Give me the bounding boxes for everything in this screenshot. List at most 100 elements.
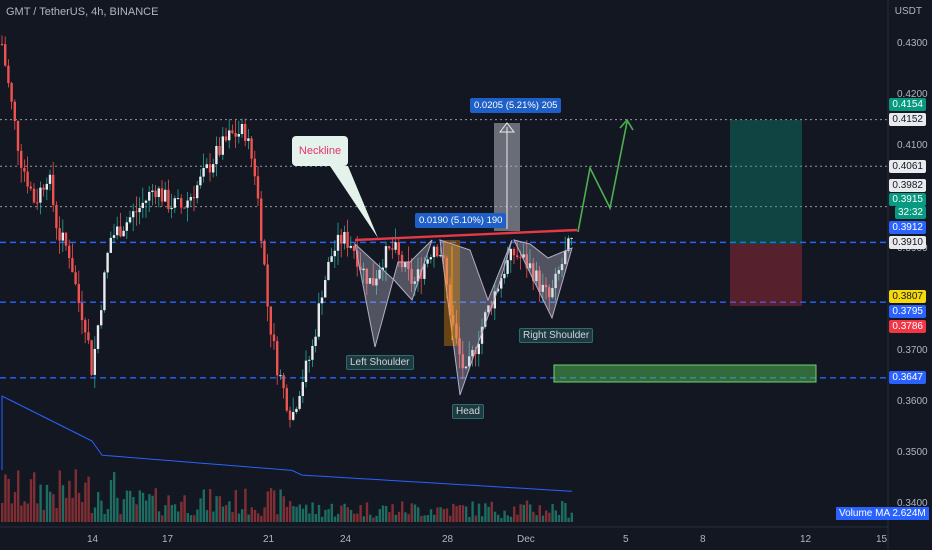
volume-bar bbox=[532, 511, 535, 522]
candle-body bbox=[151, 190, 154, 192]
volume-bar bbox=[410, 503, 413, 522]
candle-body bbox=[420, 269, 423, 279]
volume-ma-value: 2.624M bbox=[892, 508, 926, 519]
right-shoulder-label: Right Shoulder bbox=[519, 328, 594, 343]
candle-body bbox=[404, 261, 407, 268]
volume-bar bbox=[125, 490, 129, 522]
candle-body bbox=[368, 278, 372, 284]
candle-body bbox=[541, 284, 544, 292]
volume-bar bbox=[234, 490, 237, 522]
candle-body bbox=[272, 334, 276, 342]
volume-bar bbox=[535, 515, 538, 522]
volume-bar bbox=[327, 509, 330, 522]
volume-bar bbox=[151, 495, 154, 522]
candle-body bbox=[279, 375, 282, 377]
volume-bar bbox=[388, 512, 391, 522]
candle-body bbox=[375, 278, 378, 286]
volume-bar bbox=[378, 509, 381, 522]
neckline bbox=[354, 228, 578, 242]
y-axis-tick: 0.4300 bbox=[897, 38, 928, 49]
candle-body bbox=[455, 323, 458, 339]
volume-bar bbox=[506, 515, 509, 522]
candle-body bbox=[407, 261, 410, 269]
volume-bar bbox=[343, 503, 346, 522]
candle-body bbox=[500, 278, 503, 289]
candle-body bbox=[509, 248, 512, 261]
candle-body bbox=[253, 158, 256, 177]
candle-body bbox=[557, 270, 560, 274]
x-axis-tick: 17 bbox=[162, 534, 174, 545]
candle-body bbox=[410, 268, 413, 284]
volume-bar bbox=[164, 505, 167, 522]
candle-body bbox=[471, 350, 474, 357]
candle-body bbox=[295, 408, 298, 413]
volume-bar bbox=[455, 506, 458, 522]
volume-bar bbox=[212, 511, 215, 522]
price-label: 0.4154 bbox=[889, 98, 926, 111]
candle-body bbox=[202, 167, 205, 177]
x-axis-tick: 28 bbox=[442, 534, 454, 545]
volume-bar bbox=[42, 509, 45, 522]
candle-body bbox=[301, 382, 304, 396]
volume-bar bbox=[289, 501, 292, 522]
candle-body bbox=[4, 44, 7, 66]
volume-bar bbox=[522, 504, 525, 522]
volume-bar bbox=[100, 500, 103, 522]
volume-bar bbox=[23, 501, 26, 522]
candle-body bbox=[464, 366, 468, 369]
volume-bar bbox=[497, 514, 500, 522]
volume-bar bbox=[161, 515, 164, 522]
candle-body bbox=[157, 188, 160, 198]
volume-bar bbox=[525, 500, 529, 522]
volume-bar bbox=[385, 506, 388, 522]
volume-bar bbox=[4, 474, 7, 522]
candle-body bbox=[52, 174, 55, 205]
candle-body bbox=[164, 189, 167, 202]
candle-body bbox=[304, 360, 308, 383]
support-zone bbox=[553, 364, 817, 383]
volume-bar bbox=[189, 515, 193, 522]
head-label: Head bbox=[452, 404, 484, 419]
volume-bar bbox=[365, 502, 369, 522]
candle-body bbox=[343, 231, 346, 244]
candle-body bbox=[244, 123, 247, 141]
volume-bar bbox=[301, 508, 305, 522]
candle-body bbox=[493, 291, 496, 309]
y-axis-tick: 0.4200 bbox=[897, 89, 928, 101]
candle-body bbox=[263, 240, 266, 265]
candle-body bbox=[487, 305, 490, 313]
volume-bar bbox=[225, 505, 228, 522]
price-label: 0.3647 bbox=[889, 371, 926, 384]
volume-bar bbox=[349, 509, 353, 522]
candle-body bbox=[317, 303, 320, 337]
volume-bar bbox=[93, 507, 97, 522]
volume-bar bbox=[394, 514, 397, 522]
volume-bar bbox=[503, 510, 506, 522]
volume-bar bbox=[417, 507, 420, 522]
volume-bar bbox=[183, 495, 186, 522]
candle-body bbox=[468, 356, 471, 367]
volume-bar bbox=[81, 502, 84, 522]
candle-body bbox=[68, 245, 71, 259]
measure-arrowhead-2 bbox=[498, 122, 516, 133]
neckline-pointer bbox=[330, 166, 378, 238]
candle-body bbox=[432, 246, 436, 258]
projection-arrow bbox=[577, 121, 628, 233]
candle-body bbox=[48, 174, 52, 184]
candle-body bbox=[250, 138, 253, 159]
volume-bar bbox=[353, 513, 356, 522]
volume-bar bbox=[321, 516, 324, 522]
price-label: 0.3915 bbox=[889, 193, 926, 206]
volume-bar bbox=[375, 515, 378, 522]
candle-body bbox=[196, 185, 199, 199]
candle-body bbox=[474, 350, 477, 355]
candle-body bbox=[125, 222, 128, 231]
volume-bar bbox=[135, 504, 138, 522]
candle-body bbox=[144, 200, 148, 203]
y-axis-tick: 0.3500 bbox=[897, 447, 928, 458]
candle-body bbox=[74, 272, 77, 285]
volume-ma-label: Volume MA bbox=[839, 508, 890, 519]
volume-bar bbox=[538, 505, 541, 522]
candle-body bbox=[42, 187, 45, 190]
